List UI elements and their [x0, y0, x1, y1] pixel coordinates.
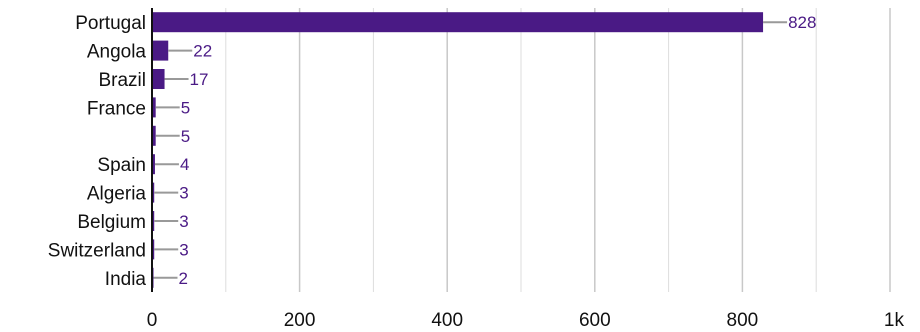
- x-tick-label: 800: [727, 310, 759, 331]
- bar: [152, 125, 156, 146]
- bar: [152, 211, 155, 231]
- category-label: Portugal: [75, 13, 146, 34]
- category-label: India: [105, 269, 147, 290]
- x-tick-label: 400: [431, 310, 463, 331]
- bar: [152, 97, 156, 118]
- bar: [152, 12, 764, 33]
- category-label: Angola: [87, 42, 147, 63]
- bar-value-label: 22: [193, 42, 212, 61]
- category-label: Spain: [97, 155, 146, 176]
- x-tick-label: 200: [284, 310, 316, 331]
- bar-value-label: 5: [181, 98, 190, 117]
- category-label: Algeria: [87, 184, 147, 205]
- gridlines: [225, 8, 891, 292]
- bar: [152, 239, 155, 260]
- bar-value-label: 3: [179, 184, 188, 203]
- category-labels: Portugal Angola Brazil France Spain Algeria Be…: [48, 13, 147, 290]
- bar-value-label: 3: [179, 212, 188, 231]
- x-tick-label: 0: [147, 310, 158, 331]
- bar-value-label: 4: [180, 155, 189, 174]
- bar: [152, 40, 169, 61]
- category-label: Brazil: [98, 70, 146, 91]
- bar-value-label: 5: [181, 127, 190, 146]
- bar-value-label: 2: [179, 269, 188, 288]
- bar-value-label: 3: [179, 240, 188, 259]
- x-tick-label: 600: [579, 310, 611, 331]
- category-label: Belgium: [77, 212, 146, 233]
- bar: [152, 182, 155, 203]
- bar-value-label: 828: [788, 13, 816, 32]
- category-label: Switzerland: [48, 240, 146, 261]
- x-tick-label: 1k: [884, 310, 905, 331]
- bar-value-label: 17: [190, 70, 209, 89]
- x-axis-tick-labels: 0 200 400 600 800 1k: [147, 310, 905, 331]
- bar: [152, 154, 155, 175]
- bar: [152, 69, 165, 89]
- category-label: France: [87, 98, 146, 119]
